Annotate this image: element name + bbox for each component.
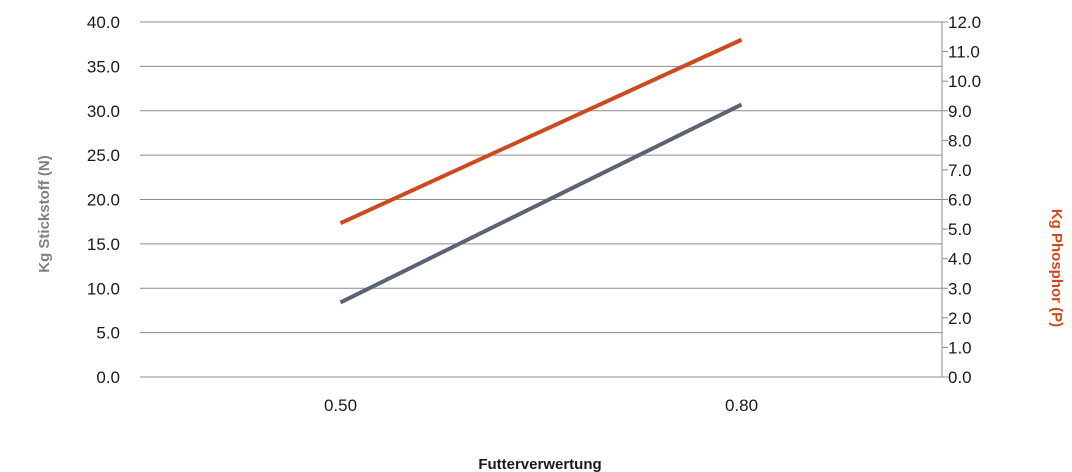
right-tick-label: 1.0 xyxy=(948,338,972,357)
right-tick-label: 10.0 xyxy=(948,72,981,91)
right-y-axis-title: Kg Phosphor (P) xyxy=(1048,209,1065,327)
x-axis-ticks: 0.50 0.80 xyxy=(324,396,758,415)
x-tick-label: 0.50 xyxy=(324,396,357,415)
left-y-axis-title: Kg Stickstoff (N) xyxy=(36,155,53,273)
right-axis-ticks: 0.0 1.0 2.0 3.0 4.0 5.0 6.0 7.0 8.0 9.0 10.0 11.0 12… xyxy=(942,13,981,387)
left-tick-label: 40.0 xyxy=(87,13,120,32)
nitrogen-series-line xyxy=(339,102,743,305)
left-tick-label: 0.0 xyxy=(96,368,120,387)
phosphor-series-line xyxy=(339,37,743,225)
x-axis-title: Futterverwertung xyxy=(478,456,601,472)
right-tick-label: 4.0 xyxy=(948,250,972,269)
left-tick-label: 30.0 xyxy=(87,102,120,121)
left-tick-label: 25.0 xyxy=(87,146,120,165)
gridlines xyxy=(140,21,942,334)
right-tick-label: 12.0 xyxy=(948,13,981,32)
right-tick-label: 8.0 xyxy=(948,131,972,150)
right-tick-label: 7.0 xyxy=(948,161,972,180)
right-tick-label: 6.0 xyxy=(948,191,972,210)
left-axis-ticks: 0.0 5.0 10.0 15.0 20.0 25.0 30.0 35.0 40.0 xyxy=(87,13,120,387)
left-tick-label: 10.0 xyxy=(87,279,120,298)
left-tick-label: 5.0 xyxy=(96,324,120,343)
left-tick-label: 15.0 xyxy=(87,235,120,254)
right-tick-label: 0.0 xyxy=(948,368,972,387)
left-tick-label: 20.0 xyxy=(87,191,120,210)
right-tick-label: 9.0 xyxy=(948,102,972,121)
series-lines xyxy=(339,37,743,305)
right-tick-label: 2.0 xyxy=(948,309,972,328)
x-tick-label: 0.80 xyxy=(725,396,758,415)
left-tick-label: 35.0 xyxy=(87,57,120,76)
right-tick-label: 3.0 xyxy=(948,279,972,298)
right-tick-label: 5.0 xyxy=(948,220,972,239)
right-tick-label: 11.0 xyxy=(948,43,980,62)
